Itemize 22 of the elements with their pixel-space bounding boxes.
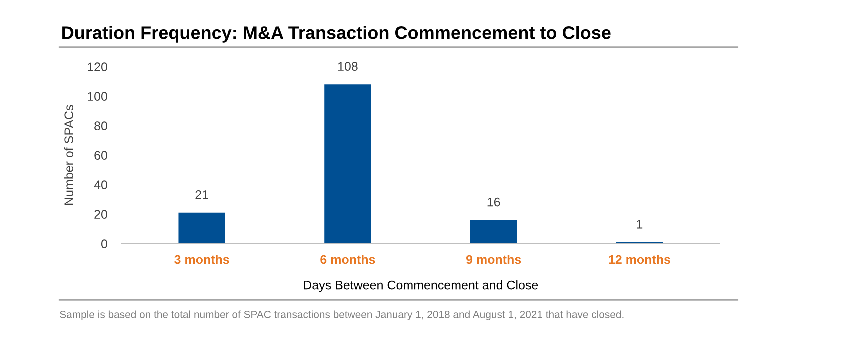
y-tick-label: 80: [94, 122, 108, 131]
x-tick-label: 9 months: [466, 254, 522, 264]
x-tick-label: 6 months: [320, 254, 376, 264]
y-tick-label: 120: [88, 62, 108, 72]
data-label: 108: [338, 62, 358, 71]
x-axis-title: Days Between Commencement and Close: [304, 280, 538, 292]
bar: [178, 212, 226, 244]
x-tick-label: 3 months: [174, 254, 230, 264]
y-tick-label: 20: [94, 210, 108, 220]
data-label: 16: [488, 198, 500, 207]
y-tick-label: 0: [101, 240, 108, 249]
bar: [324, 84, 372, 244]
y-tick-label: 40: [94, 180, 108, 190]
x-tick-label: 12 months: [609, 254, 670, 264]
data-label: 1: [637, 220, 643, 229]
bar: [470, 220, 518, 244]
data-label: 21: [196, 190, 208, 200]
chart-title: Duration Frequency: M&A Transaction Commencement to Close: [62, 26, 611, 43]
text: Sample is based on the total number of SPAC transactions between January 1, 2018 and August 1, 2021 that have closed.: [60, 310, 624, 320]
y-tick-label: 100: [88, 92, 108, 102]
y-axis-title: Number of SPACs: [64, 105, 74, 205]
y-tick-label: 60: [94, 151, 108, 160]
